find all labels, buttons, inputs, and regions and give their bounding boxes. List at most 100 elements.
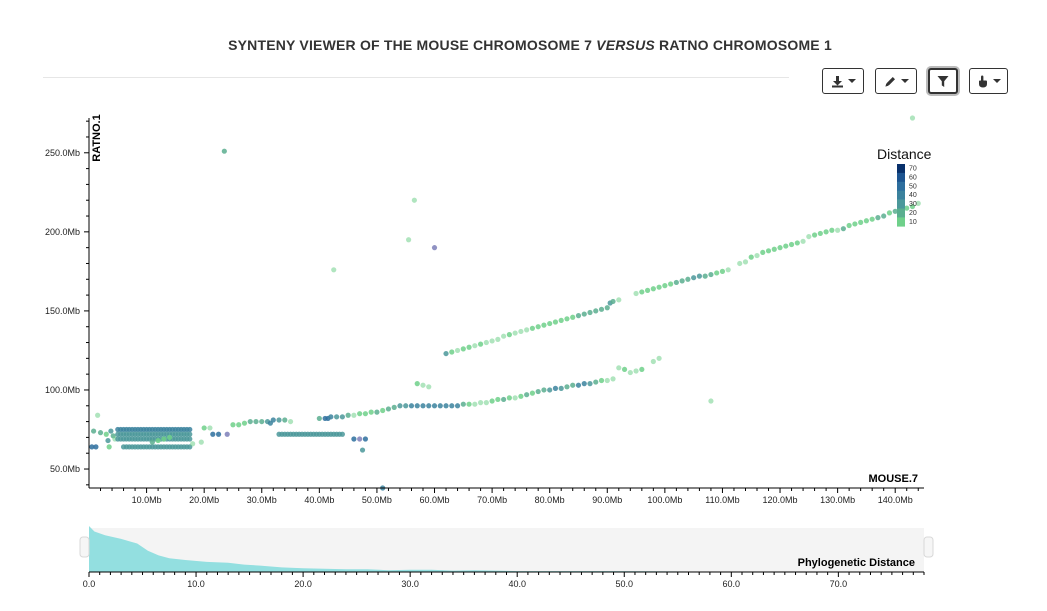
synteny-point[interactable] <box>431 403 438 409</box>
synteny-point[interactable] <box>449 403 455 409</box>
synteny-point[interactable] <box>656 355 662 361</box>
synteny-point[interactable] <box>97 430 104 436</box>
synteny-point[interactable] <box>593 308 599 314</box>
synteny-point[interactable] <box>431 245 438 251</box>
synteny-point[interactable] <box>673 279 679 286</box>
pointer-tool-button[interactable] <box>969 68 1008 94</box>
synteny-point[interactable] <box>668 281 674 287</box>
synteny-point[interactable] <box>852 221 858 227</box>
synteny-point[interactable] <box>230 422 236 428</box>
synteny-point[interactable] <box>489 338 495 344</box>
synteny-point[interactable] <box>224 431 230 437</box>
synteny-point[interactable] <box>89 444 95 450</box>
synteny-point[interactable] <box>650 358 656 365</box>
synteny-point[interactable] <box>91 428 97 434</box>
synteny-point[interactable] <box>765 248 772 254</box>
synteny-point[interactable] <box>564 316 570 322</box>
synteny-point[interactable] <box>472 401 478 407</box>
download-button[interactable] <box>822 68 864 94</box>
synteny-point[interactable] <box>149 439 155 445</box>
synteny-point[interactable] <box>501 396 507 403</box>
synteny-point[interactable] <box>627 369 633 376</box>
synteny-point[interactable] <box>477 341 484 347</box>
synteny-point[interactable] <box>426 403 432 409</box>
synteny-point[interactable] <box>506 395 512 401</box>
synteny-point[interactable] <box>691 275 697 281</box>
synteny-point[interactable] <box>105 437 111 444</box>
synteny-point[interactable] <box>760 249 766 256</box>
synteny-point[interactable] <box>633 368 639 374</box>
synteny-point[interactable] <box>161 436 167 442</box>
synteny-point[interactable] <box>201 425 207 431</box>
synteny-point[interactable] <box>339 431 345 437</box>
synteny-point[interactable] <box>552 385 559 391</box>
synteny-point[interactable] <box>725 267 731 273</box>
synteny-point[interactable] <box>529 390 536 396</box>
synteny-point[interactable] <box>817 230 823 237</box>
synteny-point[interactable] <box>835 227 841 233</box>
synteny-point[interactable] <box>207 425 213 431</box>
synteny-point[interactable] <box>270 417 276 423</box>
synteny-point[interactable] <box>466 344 472 350</box>
synteny-point[interactable] <box>604 377 610 384</box>
synteny-point[interactable] <box>215 431 222 437</box>
synteny-point[interactable] <box>742 259 749 265</box>
synteny-point[interactable] <box>915 200 921 206</box>
synteny-point[interactable] <box>639 289 645 295</box>
synteny-point[interactable] <box>385 406 392 412</box>
brush-handle-left[interactable] <box>79 536 90 558</box>
synteny-point[interactable] <box>886 210 893 216</box>
synteny-point[interactable] <box>748 254 754 260</box>
synteny-point[interactable] <box>380 407 386 414</box>
synteny-point[interactable] <box>708 271 714 278</box>
synteny-point[interactable] <box>368 409 374 415</box>
synteny-point[interactable] <box>547 320 553 327</box>
synteny-point[interactable] <box>187 431 193 437</box>
synteny-point[interactable] <box>241 420 248 426</box>
synteny-point[interactable] <box>357 411 363 417</box>
synteny-point[interactable] <box>598 306 605 312</box>
synteny-point[interactable] <box>892 208 898 214</box>
synteny-point[interactable] <box>552 319 559 325</box>
synteny-point[interactable] <box>702 273 708 279</box>
synteny-point[interactable] <box>823 229 829 235</box>
synteny-point[interactable] <box>875 215 881 221</box>
synteny-point[interactable] <box>754 252 760 259</box>
synteny-point[interactable] <box>495 336 501 342</box>
synteny-point[interactable] <box>374 409 380 415</box>
synteny-point[interactable] <box>460 401 466 407</box>
synteny-point[interactable] <box>714 270 720 276</box>
synteny-point[interactable] <box>253 418 259 425</box>
synteny-point[interactable] <box>685 276 691 282</box>
synteny-point[interactable] <box>633 290 639 297</box>
synteny-point[interactable] <box>359 447 366 453</box>
synteny-point[interactable] <box>858 219 864 225</box>
synteny-point[interactable] <box>466 401 472 407</box>
synteny-point[interactable] <box>106 444 112 450</box>
synteny-point[interactable] <box>518 328 524 335</box>
synteny-point[interactable] <box>331 267 337 273</box>
synteny-point[interactable] <box>811 232 818 238</box>
synteny-point[interactable] <box>535 388 541 395</box>
synteny-point[interactable] <box>909 115 916 121</box>
synteny-point[interactable] <box>621 366 628 373</box>
synteny-point[interactable] <box>777 245 783 251</box>
synteny-point[interactable] <box>391 404 397 410</box>
synteny-point[interactable] <box>512 330 518 336</box>
synteny-point[interactable] <box>187 436 193 442</box>
synteny-point[interactable] <box>426 384 432 390</box>
synteny-point[interactable] <box>443 350 449 357</box>
synteny-point[interactable] <box>737 260 743 267</box>
synteny-point[interactable] <box>328 414 334 420</box>
synteny-point[interactable] <box>460 346 466 352</box>
synteny-point[interactable] <box>236 422 242 428</box>
synteny-point[interactable] <box>604 305 610 311</box>
synteny-point[interactable] <box>495 396 501 403</box>
synteny-point[interactable] <box>800 238 806 244</box>
synteny-point[interactable] <box>477 400 484 406</box>
synteny-point[interactable] <box>558 317 564 323</box>
synteny-point[interactable] <box>512 395 518 401</box>
synteny-point[interactable] <box>95 412 101 418</box>
synteny-point[interactable] <box>575 382 582 388</box>
synteny-point[interactable] <box>454 347 461 354</box>
